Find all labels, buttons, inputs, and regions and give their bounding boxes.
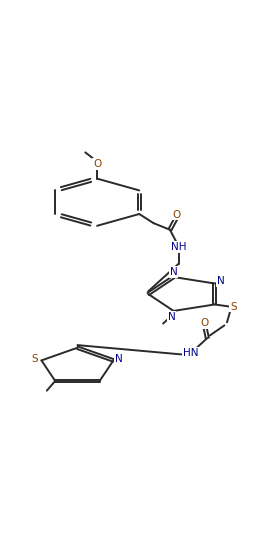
Text: HN: HN bbox=[183, 348, 198, 358]
Text: S: S bbox=[32, 354, 38, 364]
Text: O: O bbox=[93, 159, 101, 169]
Text: S: S bbox=[230, 301, 237, 312]
Text: O: O bbox=[201, 318, 209, 328]
Text: NH: NH bbox=[171, 242, 186, 252]
Text: N: N bbox=[168, 312, 175, 322]
Text: N: N bbox=[115, 354, 123, 364]
Text: N: N bbox=[217, 276, 224, 287]
Text: O: O bbox=[172, 210, 180, 219]
Text: N: N bbox=[170, 267, 178, 277]
